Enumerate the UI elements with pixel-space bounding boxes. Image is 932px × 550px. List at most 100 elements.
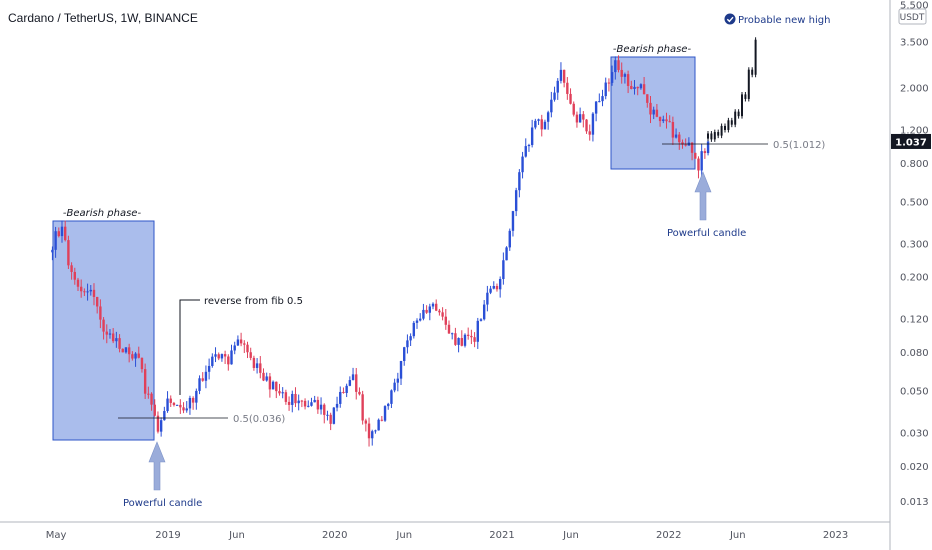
candle — [620, 62, 623, 84]
projected-candle — [730, 117, 733, 128]
candle-body — [83, 291, 86, 293]
candle-body — [316, 399, 320, 410]
candle — [316, 396, 320, 414]
candle-body — [348, 380, 352, 386]
candle-body — [508, 230, 511, 248]
candle — [534, 118, 537, 130]
candle — [374, 429, 377, 434]
candle-body — [639, 84, 643, 89]
candle — [303, 398, 307, 410]
candle-body — [572, 103, 575, 115]
candle-body — [332, 407, 336, 424]
candle — [626, 70, 630, 94]
candle-body — [409, 336, 412, 341]
candle — [63, 220, 67, 242]
candle-body — [470, 335, 473, 338]
candle — [271, 380, 275, 390]
projected-body — [717, 132, 720, 136]
candle-body — [380, 419, 384, 421]
candle — [380, 416, 384, 422]
projected-body — [734, 111, 737, 125]
candle — [371, 429, 374, 446]
candle — [540, 114, 543, 137]
candle — [287, 396, 291, 411]
candle-body — [543, 121, 547, 130]
candle — [505, 246, 508, 261]
candle — [594, 101, 598, 122]
candle — [674, 128, 678, 139]
candle — [441, 307, 444, 321]
candle-body — [51, 249, 54, 253]
candle-body — [569, 93, 572, 104]
projected-body — [707, 133, 709, 139]
candle — [460, 330, 463, 347]
currency-unit-badge — [898, 8, 927, 25]
candle — [214, 347, 217, 363]
projected-body — [720, 125, 723, 136]
candle-body — [179, 404, 182, 408]
candle-body — [697, 158, 700, 171]
candles-group — [51, 55, 710, 447]
candle — [351, 367, 355, 381]
candle — [390, 389, 393, 409]
candle — [291, 390, 294, 413]
candle — [255, 358, 259, 374]
candle — [118, 334, 121, 353]
time-tick-label: Jun — [228, 530, 245, 541]
candle-body — [371, 431, 374, 439]
candle-body — [57, 231, 60, 237]
candle — [182, 402, 185, 414]
currency-unit-label: USDT — [900, 13, 925, 23]
candle-body — [444, 316, 448, 325]
probable-high-label: Probable new high — [738, 15, 830, 26]
candle — [476, 317, 479, 349]
powerful-candle-label-right: Powerful candle — [667, 228, 746, 239]
reverse-note: reverse from fib 0.5 — [204, 296, 303, 307]
candle-body — [323, 404, 326, 415]
candle-body — [76, 279, 80, 287]
candle-body — [118, 338, 121, 349]
candle-body — [387, 403, 390, 407]
candle — [556, 78, 559, 100]
candle — [153, 399, 156, 417]
candle-body — [521, 156, 524, 173]
candle — [79, 279, 83, 298]
candle — [345, 383, 348, 398]
candle-body — [275, 381, 278, 392]
annotations-group — [118, 13, 768, 491]
candle — [284, 389, 288, 405]
candle — [604, 77, 607, 100]
candle — [156, 411, 160, 434]
candle — [473, 332, 476, 348]
candle — [73, 267, 76, 285]
candle — [332, 406, 336, 425]
candle-body — [281, 392, 284, 394]
candle — [51, 246, 54, 261]
candle — [179, 399, 182, 414]
candle-body — [143, 369, 147, 394]
candle-body — [262, 372, 265, 381]
candle — [223, 350, 227, 364]
candle — [95, 296, 99, 314]
current-price-tag — [891, 133, 931, 149]
candle — [249, 347, 252, 361]
candle-body — [278, 391, 281, 394]
candle-body — [540, 119, 543, 130]
candle-body — [191, 397, 195, 403]
candle — [259, 356, 262, 379]
candle — [163, 406, 166, 421]
candle-body — [319, 404, 323, 410]
candle — [323, 403, 326, 424]
candle-body — [649, 102, 652, 115]
price-tick-label: 5.500 — [900, 0, 929, 11]
candle — [147, 386, 150, 399]
candle-body — [265, 376, 268, 381]
candle-body — [607, 82, 611, 84]
candle — [652, 106, 655, 120]
candle-body — [255, 363, 259, 368]
projected-body — [724, 125, 726, 130]
candle-body — [393, 382, 396, 391]
candle — [150, 392, 153, 411]
candle-body — [431, 303, 435, 307]
candle-body — [466, 334, 470, 336]
